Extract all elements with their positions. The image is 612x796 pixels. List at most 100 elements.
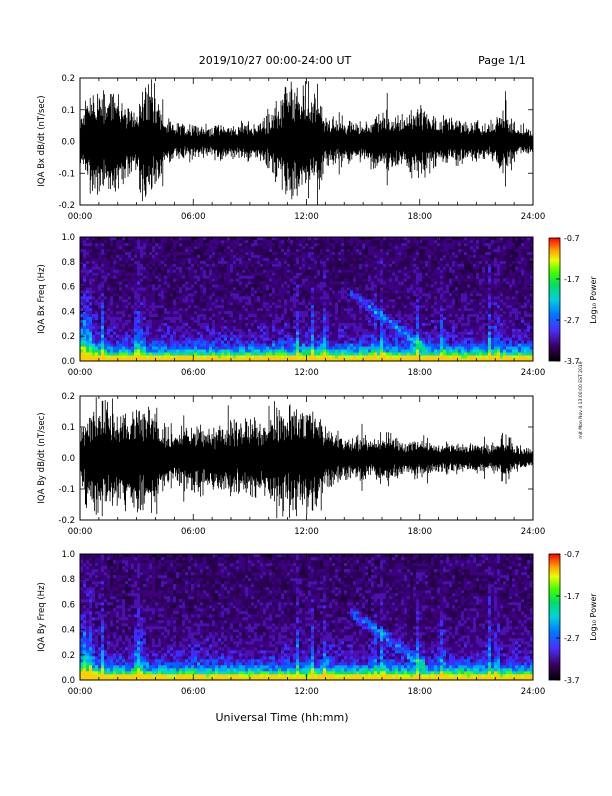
spectrogram-cell [206,296,209,299]
spectrogram-cell [185,299,188,302]
spectrogram-cell [200,243,203,246]
spectrogram-cell [224,352,227,355]
spectrogram-cell [155,320,158,323]
spectrogram-cell [353,320,356,323]
spectrogram-cell [311,326,314,329]
spectrogram-cell [419,305,422,308]
spectrogram-cell [185,346,188,349]
spectrogram-cell [296,331,299,334]
spectrogram-cell [281,272,284,275]
spectrogram-cell [290,346,293,349]
spectrogram-cell [293,252,296,255]
spectrogram-cell [395,240,398,243]
spectrogram-cell [221,269,224,272]
spectrogram-cell [338,246,341,249]
spectrogram-cell [419,272,422,275]
spectrogram-cell [107,308,110,311]
spectrogram-cell [428,293,431,296]
spectrogram-cell [161,290,164,293]
spectrogram-cell [257,340,260,343]
spectrogram-cell [260,343,263,346]
spectrogram-cell [308,272,311,275]
spectrogram-cell [380,329,383,332]
spectrogram-cell [155,278,158,281]
spectrogram-cell [278,278,281,281]
spectrogram-cell [197,246,200,249]
spectrogram-cell [113,331,116,334]
spectrogram-cell [329,302,332,305]
spectrogram-cell [320,331,323,334]
spectrogram-cell [359,299,362,302]
spectrogram-cell [332,343,335,346]
spectrogram-cell [329,296,332,299]
spectrogram-cell [116,355,119,358]
spectrogram-cell [185,311,188,314]
spectrogram-cell [287,281,290,284]
spectrogram-cell [113,340,116,343]
spectrogram-cell [173,267,176,270]
spectrogram-cell [368,305,371,308]
spectrogram-cell [359,305,362,308]
spectrogram-cell [209,317,212,320]
spectrogram-cell [221,352,224,355]
spectrogram-cell [200,255,203,258]
spectrogram-cell [425,246,428,249]
spectrogram-cell [317,272,320,275]
spectrogram-cell [347,331,350,334]
spectrogram-cell [314,287,317,290]
spectrogram-cell [197,311,200,314]
spectrogram-cell [101,331,104,334]
spectrogram-cell [212,269,215,272]
spectrogram-cell [341,355,344,358]
spectrogram-cell [299,334,302,337]
spectrogram-cell [254,269,257,272]
spectrogram-cell [362,346,365,349]
spectrogram-cell [173,355,176,358]
spectrogram-cell [269,299,272,302]
spectrogram-cell [227,323,230,326]
spectrogram-cell [104,346,107,349]
spectrogram-cell [386,299,389,302]
spectrogram-cell [146,255,149,258]
spectrogram-cell [305,287,308,290]
spectrogram-cell [293,320,296,323]
spectrogram-cell [218,269,221,272]
spectrogram-cell [296,264,299,267]
spectrogram-cell [386,305,389,308]
spectrogram-cell [95,305,98,308]
spectrogram-cell [335,343,338,346]
spectrogram-cell [191,255,194,258]
spectrogram-cell [95,317,98,320]
spectrogram-cell [191,269,194,272]
spectrogram-cell [320,308,323,311]
spectrogram-cell [353,349,356,352]
spectrogram-cell [176,293,179,296]
bx-dbdt-ylabel: IQA Bx dB/dt (nT/sec) [37,95,47,186]
spectrogram-cell [278,355,281,358]
spectrogram-cell [146,314,149,317]
spectrogram-cell [170,278,173,281]
spectrogram-cell [158,278,161,281]
spectrogram-cell [440,323,443,326]
spectrogram-cell [386,293,389,296]
spectrogram-cell [380,320,383,323]
spectrogram-cell [395,323,398,326]
spectrogram-cell [302,323,305,326]
spectrogram-cell [116,337,119,340]
spectrogram-cell [101,337,104,340]
spectrogram-cell [128,258,131,261]
spectrogram-cell [89,278,92,281]
spectrogram-cell [236,281,239,284]
spectrogram-cell [308,340,311,343]
spectrogram-cell [125,337,128,340]
spectrogram-cell [125,275,128,278]
spectrogram-cell [188,252,191,255]
spectrogram-cell [356,314,359,317]
spectrogram-cell [422,317,425,320]
spectrogram-cell [422,352,425,355]
spectrogram-cell [308,299,311,302]
spectrogram-cell [206,323,209,326]
spectrogram-cell [179,290,182,293]
spectrogram-cell [365,314,368,317]
spectrogram-cell [194,299,197,302]
